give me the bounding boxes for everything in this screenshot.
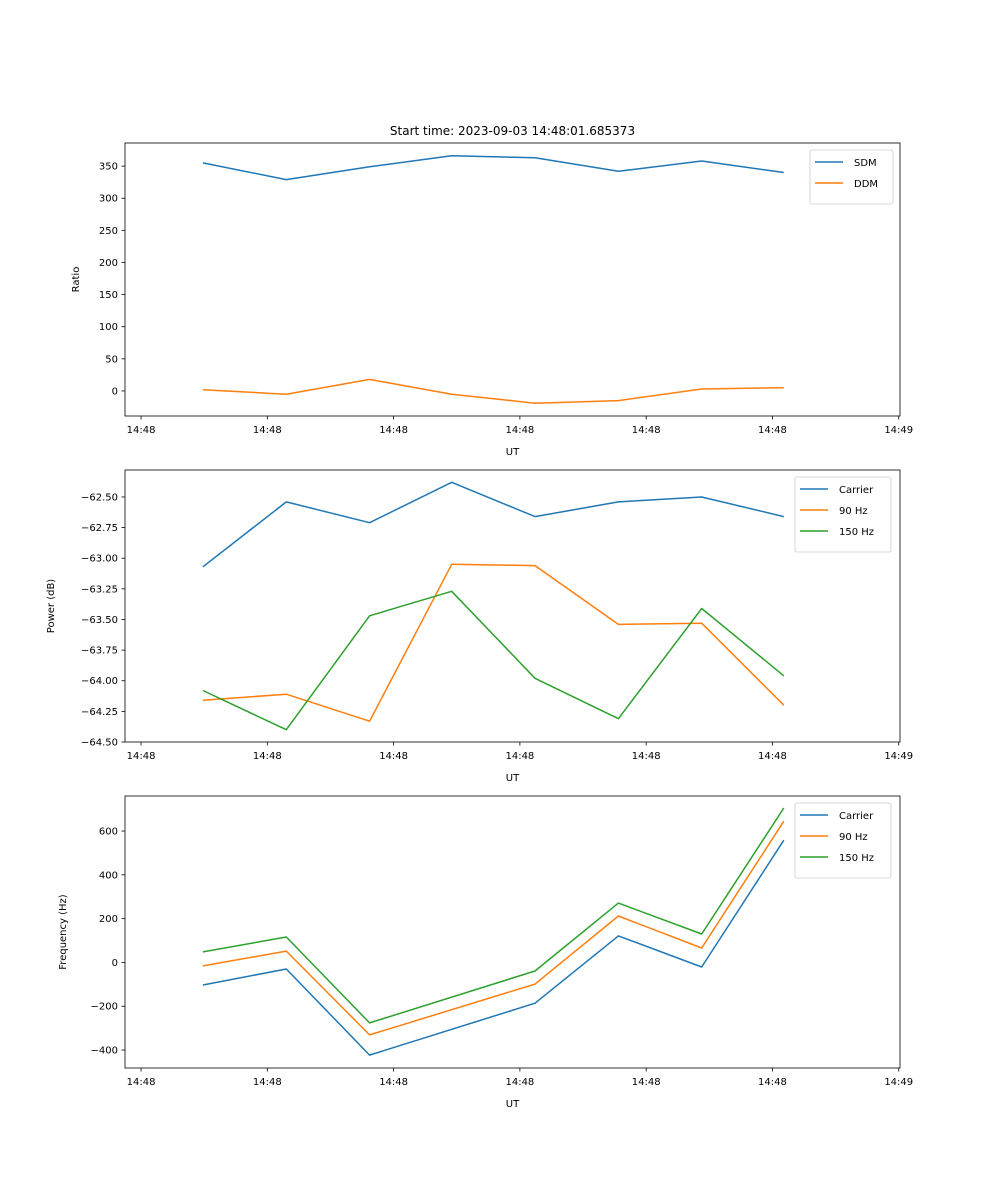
subplot-3: 14:48 14:48 14:48 14:48 14:48 14:48 14:49 −400 −… — [58, 795, 913, 1110]
y-tick-label: 100 — [99, 322, 118, 333]
x-tick-label: 14:48 — [253, 425, 282, 436]
legend-box — [809, 149, 894, 205]
x-tick-label: 14:48 — [253, 751, 282, 762]
y-tick-label: −63.25 — [81, 584, 118, 595]
series-line-ddm — [202, 378, 784, 404]
legend: SDM DDM — [809, 149, 894, 205]
y-axis-label: Power (dB) — [46, 579, 57, 634]
x-tick-label: 14:48 — [253, 1077, 282, 1088]
series-line-150-hz — [202, 590, 785, 731]
series-line-carrier — [202, 481, 784, 568]
subplot-1: 14:48 14:48 14:48 14:48 14:48 14:48 14:49 0 50 10… — [71, 142, 913, 458]
axes-frame — [124, 142, 901, 417]
legend: Carrier 90 Hz 150 Hz — [794, 802, 892, 879]
x-tick-label: 14:48 — [758, 1077, 787, 1088]
x-tick-label: 14:49 — [884, 1077, 913, 1088]
y-tick-label: 250 — [99, 226, 118, 237]
figure-title: Start time: 2023-09-03 14:48:01.685373 — [390, 124, 635, 138]
legend-label: Carrier — [839, 811, 874, 822]
x-tick-label: 14:48 — [379, 425, 408, 436]
y-tick-label: −62.50 — [81, 492, 118, 503]
x-tick-label: 14:48 — [505, 1077, 534, 1088]
x-tick-label: 14:48 — [379, 751, 408, 762]
series-line-90-hz — [202, 563, 785, 722]
x-tick-label: 14:48 — [505, 751, 534, 762]
x-tick-label: 14:48 — [632, 1077, 661, 1088]
legend-label: Carrier — [839, 485, 874, 496]
legend-label: SDM — [854, 158, 877, 169]
y-axis-label: Frequency (Hz) — [58, 894, 69, 970]
x-tick-label: 14:48 — [379, 1077, 408, 1088]
x-axis-label: UT — [506, 1099, 520, 1110]
axes-container: 14:48 14:48 14:48 14:48 14:48 14:48 14:49 0 50 10… — [46, 142, 913, 1110]
x-tick-label: 14:48 — [127, 425, 156, 436]
axes-frame — [124, 795, 901, 1069]
y-tick-label: −64.25 — [81, 707, 118, 718]
x-tick-label: 14:48 — [632, 751, 661, 762]
x-tick-label: 14:48 — [127, 751, 156, 762]
legend-label: 90 Hz — [839, 506, 868, 517]
y-tick-label: 350 — [99, 162, 118, 173]
subplot-2: 14:48 14:48 14:48 14:48 14:48 14:48 14:49 −64.5… — [46, 469, 913, 784]
y-tick-label: −63.00 — [81, 554, 118, 565]
y-tick-label: 200 — [99, 258, 118, 269]
x-tick-label: 14:48 — [127, 1077, 156, 1088]
axes-frame — [124, 469, 901, 743]
x-axis-label: UT — [506, 447, 520, 458]
legend-label: 150 Hz — [839, 853, 874, 864]
x-tick-label: 14:48 — [758, 751, 787, 762]
x-tick-label: 14:48 — [632, 425, 661, 436]
y-tick-label: 0 — [112, 958, 118, 969]
y-tick-label: −400 — [91, 1046, 118, 1057]
y-tick-label: −64.50 — [81, 738, 118, 749]
series-line-sdm — [202, 155, 784, 181]
x-tick-label: 14:48 — [758, 425, 787, 436]
y-tick-label: −200 — [91, 1002, 118, 1013]
x-axis-label: UT — [506, 773, 520, 784]
y-tick-label: 0 — [112, 386, 118, 397]
x-tick-label: 14:49 — [884, 425, 913, 436]
legend-label: 90 Hz — [839, 832, 868, 843]
legend-label: 150 Hz — [839, 527, 874, 538]
y-tick-label: 50 — [105, 354, 118, 365]
y-tick-label: −64.00 — [81, 676, 118, 687]
y-axis-label: Ratio — [71, 267, 82, 293]
x-tick-label: 14:49 — [884, 751, 913, 762]
y-tick-label: 200 — [99, 914, 118, 925]
y-tick-label: −63.50 — [81, 615, 118, 626]
y-tick-label: 600 — [99, 827, 118, 838]
legend-box — [794, 476, 892, 553]
y-tick-label: 300 — [99, 194, 118, 205]
y-tick-label: 400 — [99, 870, 118, 881]
x-tick-label: 14:48 — [505, 425, 534, 436]
legend-box — [794, 802, 892, 879]
y-tick-label: 150 — [99, 290, 118, 301]
y-tick-label: −63.75 — [81, 646, 118, 657]
y-tick-label: −62.75 — [81, 523, 118, 534]
legend-label: DDM — [854, 179, 878, 190]
legend: Carrier 90 Hz 150 Hz — [794, 476, 892, 553]
